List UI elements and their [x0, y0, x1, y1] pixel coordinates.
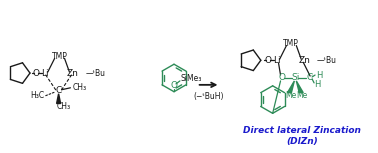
- Text: TMP: TMP: [284, 39, 299, 48]
- Polygon shape: [57, 94, 60, 103]
- Text: O: O: [170, 81, 178, 90]
- Text: Zn: Zn: [298, 56, 310, 65]
- Text: ′′′: ′′′: [311, 75, 314, 80]
- Text: —ᵗBu: —ᵗBu: [85, 69, 105, 78]
- Polygon shape: [287, 81, 294, 93]
- Text: O: O: [33, 69, 39, 78]
- Text: Li: Li: [41, 69, 49, 78]
- Text: H: H: [316, 71, 322, 80]
- Text: (DlZn): (DlZn): [287, 137, 318, 146]
- Text: H₃C: H₃C: [31, 91, 45, 100]
- Text: CH₃: CH₃: [73, 83, 87, 92]
- Text: CH₃: CH₃: [56, 102, 71, 111]
- Text: Zn: Zn: [67, 69, 78, 78]
- Text: (−ᵗBuH): (−ᵗBuH): [193, 92, 224, 101]
- Polygon shape: [296, 81, 303, 93]
- Text: SiMe₃: SiMe₃: [181, 75, 202, 83]
- Text: Li: Li: [273, 56, 280, 65]
- Text: Me: Me: [285, 91, 296, 100]
- Text: Si: Si: [291, 73, 299, 82]
- Text: —ᵗBu: —ᵗBu: [317, 56, 337, 65]
- Text: H: H: [314, 80, 321, 89]
- Text: ′′′′: ′′′′: [60, 88, 65, 93]
- Text: C: C: [306, 73, 312, 82]
- Text: O: O: [264, 56, 271, 65]
- Text: TMP: TMP: [52, 52, 68, 61]
- Text: Me: Me: [297, 91, 308, 100]
- Text: C: C: [56, 86, 62, 95]
- Text: Direct lateral Zincation: Direct lateral Zincation: [243, 127, 361, 136]
- Text: O: O: [278, 73, 285, 82]
